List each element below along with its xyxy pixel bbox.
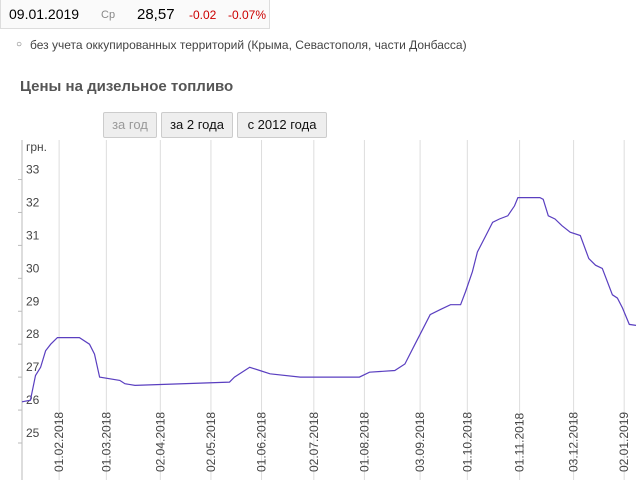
date: 09.01.2019 — [9, 6, 80, 22]
weekday: Ср — [101, 9, 116, 21]
chart-title: Цены на дизельное топливо — [20, 78, 234, 95]
quote-bar: 09.01.2019 Ср 28,57 -0.02 -0.07% — [0, 0, 270, 29]
change: -0.02 — [189, 8, 217, 22]
y-tick-label: 30 — [26, 261, 40, 275]
x-tick-label: 01.03.2018 — [99, 412, 113, 472]
y-tick-label: 32 — [26, 195, 40, 209]
y-tick-label: 31 — [26, 228, 40, 242]
button[interactable]: за год — [103, 112, 157, 138]
x-tick-label: 01.11.2018 — [513, 413, 527, 472]
button[interactable]: с 2012 года — [237, 112, 327, 138]
y-tick-label: 29 — [26, 294, 40, 308]
x-tick-label: 02.04.2018 — [153, 412, 167, 472]
x-tick-label: 03.12.2018 — [567, 412, 581, 472]
x-tick-label: 02.07.2018 — [307, 412, 321, 472]
x-tick-label: 02.01.2019 — [617, 412, 631, 472]
x-tick-label: 01.06.2018 — [255, 412, 269, 472]
note: без учета оккупированных территорий (Кры… — [16, 38, 467, 52]
x-tick-label: 01.10.2018 — [460, 412, 474, 472]
y-axis-label: грн. — [26, 140, 47, 154]
x-tick-label: 03.09.2018 — [413, 412, 427, 472]
y-tick-label: 25 — [26, 426, 40, 440]
y-tick-label: 33 — [26, 163, 40, 177]
x-tick-label: 01.02.2018 — [52, 412, 66, 472]
price-line — [21, 197, 637, 403]
y-tick-label: 26 — [26, 393, 40, 407]
y-tick-label: 27 — [26, 360, 40, 374]
x-tick-label: 01.08.2018 — [357, 412, 371, 472]
x-tick-label: 02.05.2018 — [204, 412, 218, 472]
button[interactable]: за 2 года — [161, 112, 233, 138]
change-pct: -0.07% — [228, 8, 267, 22]
y-tick-label: 28 — [26, 327, 40, 341]
price: 28,57 — [137, 6, 175, 23]
